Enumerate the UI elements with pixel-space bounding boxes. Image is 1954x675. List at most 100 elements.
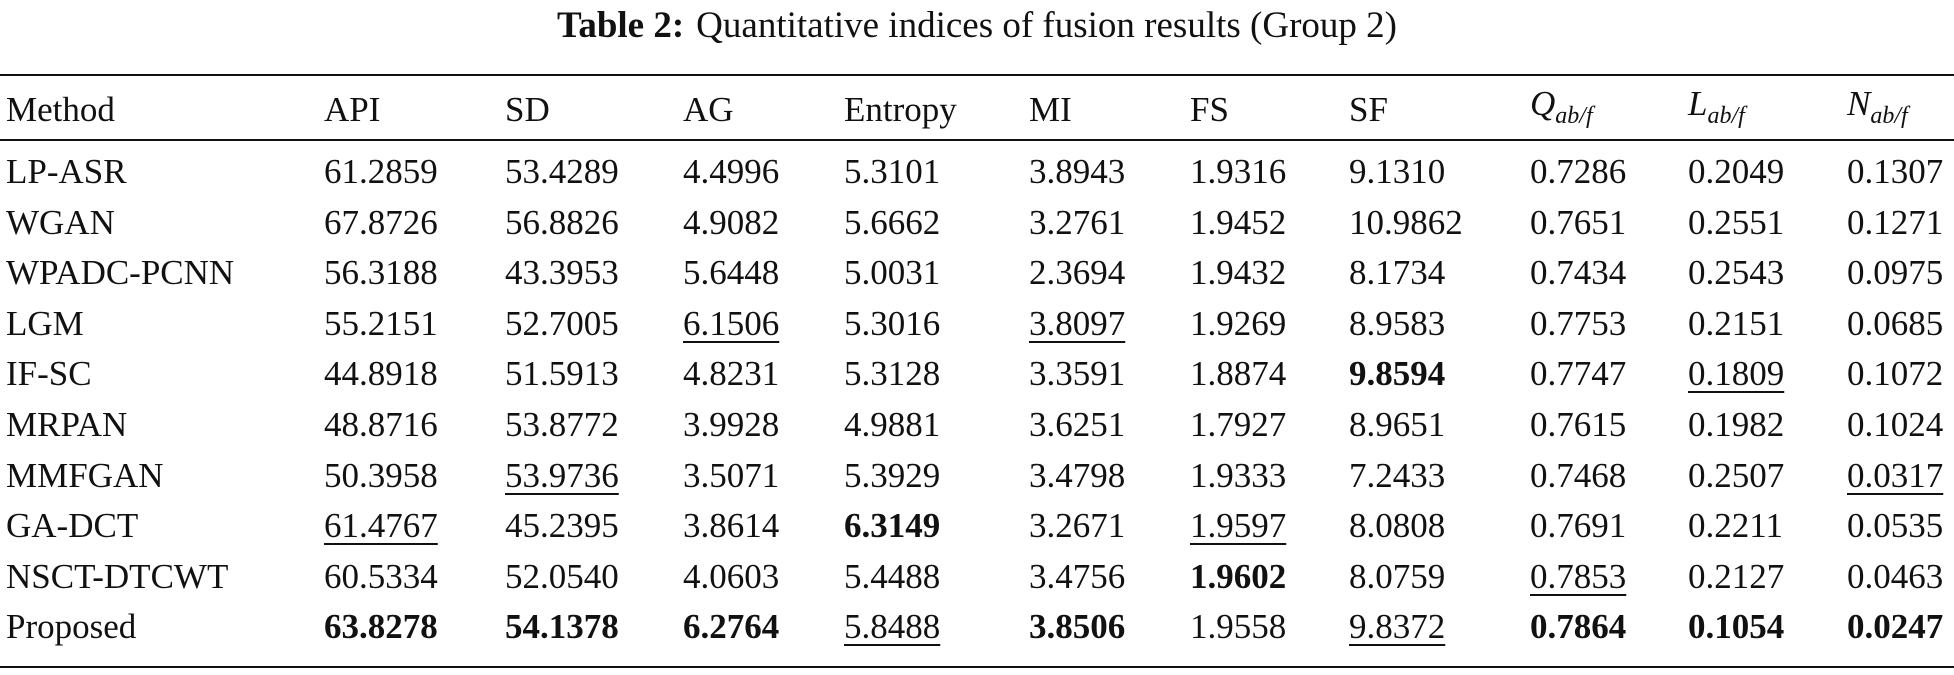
cell-text: 0.7434 — [1530, 253, 1627, 293]
value-cell: 0.1809 — [1688, 354, 1784, 394]
cell-text: 0.1982 — [1688, 405, 1785, 444]
value-cell: 60.5334 — [324, 557, 438, 597]
value-cell: 1.7927 — [1190, 405, 1286, 445]
cell-text: 4.9881 — [844, 405, 941, 444]
value-cell: 1.9602 — [1190, 557, 1286, 597]
cell-text: 0.7468 — [1530, 455, 1627, 495]
value-cell: 0.2543 — [1688, 253, 1784, 293]
cell-text: 1.8874 — [1190, 354, 1287, 394]
value-cell: 1.9558 — [1190, 607, 1286, 647]
value-cell: 1.9269 — [1190, 304, 1286, 344]
value-cell: 1.9316 — [1190, 152, 1286, 192]
value-cell: 1.8874 — [1190, 354, 1286, 394]
cell-text: 0.1054 — [1688, 607, 1785, 647]
method-cell: Proposed — [6, 607, 136, 647]
cell-text: WGAN — [6, 202, 115, 242]
value-cell: 43.3953 — [505, 253, 619, 293]
title-text: Quantitative indices of fusion results (… — [696, 5, 1397, 46]
cell-text: 1.7927 — [1190, 405, 1287, 444]
cell-text: 0.7691 — [1530, 506, 1627, 546]
cell-text: 1.9269 — [1190, 303, 1287, 343]
header-cell: Entropy — [844, 90, 957, 129]
value-cell: 63.8278 — [324, 607, 438, 647]
header-cell: Nab/f — [1847, 84, 1908, 136]
cell-text: 9.8594 — [1349, 354, 1446, 394]
value-cell: 56.3188 — [324, 253, 438, 293]
bold-wrap: 6.2764 — [683, 607, 779, 646]
cell-text: 0.7615 — [1530, 405, 1627, 444]
cell-text: 45.2395 — [505, 506, 619, 546]
cell-text: 0.0247 — [1847, 607, 1944, 647]
cell-text: IF-SC — [6, 354, 92, 394]
value-cell: 3.8943 — [1029, 152, 1125, 192]
cell-text: GA-DCT — [6, 506, 139, 546]
cell-text: 0.1307 — [1847, 152, 1944, 191]
method-cell: LP-ASR — [6, 152, 127, 192]
cell-text: 0.0463 — [1847, 556, 1944, 596]
method-cell: NSCT-DTCWT — [6, 557, 228, 597]
cell-text: 4.4996 — [683, 152, 780, 191]
bold-wrap: 1.9602 — [1190, 557, 1286, 596]
header-symbol: L — [1688, 84, 1708, 123]
value-cell: 54.1378 — [505, 607, 619, 647]
value-cell: 61.2859 — [324, 152, 438, 192]
cell-text: 53.9736 — [505, 455, 619, 495]
header-cell: Lab/f — [1688, 84, 1745, 136]
cell-text: 3.2761 — [1029, 202, 1126, 242]
cell-text: 3.8614 — [683, 506, 780, 546]
value-cell: 1.9333 — [1190, 456, 1286, 496]
value-cell: 0.7864 — [1530, 607, 1626, 647]
value-cell: 4.9082 — [683, 203, 779, 243]
cell-text: 56.8826 — [505, 202, 619, 242]
value-cell: 4.4996 — [683, 152, 779, 192]
value-cell: 53.4289 — [505, 152, 619, 192]
value-cell: 0.7747 — [1530, 354, 1626, 394]
cell-text: 53.8772 — [505, 405, 619, 444]
underline-wrap: 9.8372 — [1349, 607, 1445, 646]
cell-text: 3.4756 — [1029, 556, 1126, 596]
method-cell: WGAN — [6, 203, 115, 243]
table-title: Table 2: Quantitative indices of fusion r… — [0, 4, 1954, 48]
cell-text: 0.0685 — [1847, 303, 1944, 343]
cell-text: 55.2151 — [324, 303, 438, 343]
value-cell: 0.7434 — [1530, 253, 1626, 293]
header-symbol: N — [1847, 84, 1871, 123]
underline-wrap: 6.1506 — [683, 304, 779, 343]
cell-text: 61.2859 — [324, 152, 438, 191]
value-cell: 0.0317 — [1847, 456, 1943, 496]
cell-text: 60.5334 — [324, 556, 438, 596]
cell-text: 0.2049 — [1688, 152, 1785, 191]
value-cell: 5.6448 — [683, 253, 779, 293]
cell-text: 1.9432 — [1190, 253, 1287, 293]
value-cell: 9.1310 — [1349, 152, 1445, 192]
value-cell: 50.3958 — [324, 456, 438, 496]
value-cell: 5.3128 — [844, 354, 940, 394]
cell-text: 8.9651 — [1349, 405, 1446, 444]
value-cell: 5.0031 — [844, 253, 940, 293]
value-cell: 48.8716 — [324, 405, 438, 445]
value-cell: 5.8488 — [844, 607, 940, 647]
value-cell: 0.0975 — [1847, 253, 1943, 293]
cell-text: 5.4488 — [844, 556, 941, 596]
value-cell: 0.7753 — [1530, 304, 1626, 344]
value-cell: 3.9928 — [683, 405, 779, 445]
value-cell: 0.7691 — [1530, 506, 1626, 546]
header-cell: FS — [1190, 90, 1229, 129]
cell-text: 5.3128 — [844, 354, 941, 394]
value-cell: 2.3694 — [1029, 253, 1125, 293]
header-symbol: Q — [1530, 84, 1556, 123]
method-cell: WPADC-PCNN — [6, 253, 234, 293]
value-cell: 6.2764 — [683, 607, 779, 647]
cell-text: 3.8506 — [1029, 607, 1126, 647]
cell-text: 8.9583 — [1349, 303, 1446, 343]
cell-text: 54.1378 — [505, 607, 619, 647]
value-cell: 5.3101 — [844, 152, 940, 192]
value-cell: 3.5071 — [683, 456, 779, 496]
bold-wrap: 9.8594 — [1349, 354, 1445, 393]
method-cell: LGM — [6, 304, 84, 344]
cell-text: 0.2151 — [1688, 303, 1785, 343]
value-cell: 0.2049 — [1688, 152, 1784, 192]
cell-text: 43.3953 — [505, 253, 619, 293]
cell-text: 5.8488 — [844, 607, 941, 647]
cell-text: 5.0031 — [844, 253, 941, 293]
